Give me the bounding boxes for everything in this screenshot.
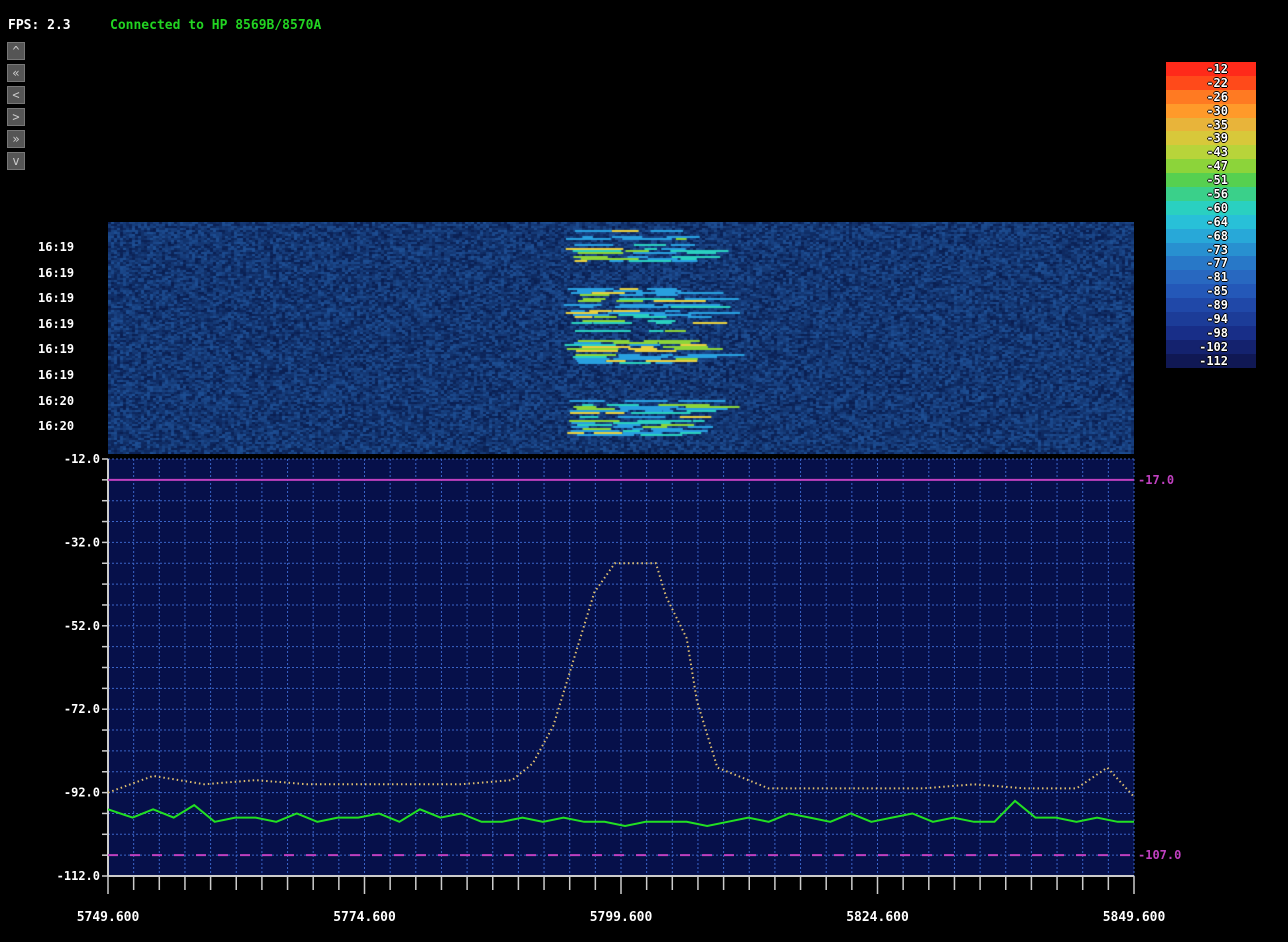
color-scale-legend: -12 -22 -26 -30 -35 -39 -43 -47 -51 -56 -60 -64 -68-…	[1166, 62, 1256, 368]
max-hold-trace	[107, 562, 1135, 798]
waterfall-time-label: 16:19	[38, 342, 75, 357]
y-tick-label: -92.0	[64, 786, 100, 800]
y-tick-label: -112.0	[57, 869, 100, 883]
scroll-down-button[interactable]: v	[7, 152, 25, 170]
waterfall-canvas[interactable]	[108, 222, 1134, 454]
legend-level: -94	[1166, 312, 1256, 326]
legend-level: -47	[1166, 159, 1256, 173]
waterfall-time-label: 16:19	[38, 265, 75, 280]
legend-level: -30	[1166, 103, 1256, 118]
step-back-button[interactable]: <	[7, 86, 25, 104]
legend-level: -60	[1166, 200, 1256, 215]
y-tick-label: -52.0	[64, 619, 100, 633]
legend-level: -85	[1166, 284, 1256, 298]
waterfall-time-label: 16:20	[38, 419, 75, 434]
step-forward-button[interactable]: >	[7, 108, 25, 126]
legend-level: -12	[1166, 62, 1256, 76]
waterfall-time-label: 16:19	[38, 368, 75, 382]
waterfall-time-label: 16:19	[38, 316, 75, 331]
fps-label: FPS: 2.3	[8, 18, 71, 33]
legend-level: -39	[1166, 131, 1256, 145]
legend-level: -64	[1166, 214, 1256, 229]
legend-level: -43	[1166, 145, 1256, 159]
y-tick-label: -72.0	[64, 702, 100, 716]
legend-level: -35	[1166, 117, 1256, 132]
waterfall-time-label: 16:20	[38, 393, 75, 408]
x-tick-label: 5824.600	[846, 910, 909, 925]
x-tick-label: 5774.600	[333, 910, 396, 925]
y-tick-label: -32.0	[64, 535, 100, 549]
legend-level: -68	[1166, 228, 1256, 243]
legend-level: -102	[1166, 339, 1256, 354]
fast-rewind-button[interactable]: «	[7, 64, 25, 82]
x-tick-label: 5799.600	[590, 910, 653, 925]
fast-forward-button[interactable]: »	[7, 130, 25, 148]
scroll-up-button[interactable]: ^	[7, 42, 25, 60]
waterfall-time-label: 16:19	[38, 240, 75, 254]
legend-level: -98	[1166, 325, 1256, 340]
legend-level: -89	[1166, 298, 1256, 312]
connection-status: Connected to HP 8569B/8570A	[110, 18, 322, 33]
live-trace	[107, 799, 1134, 828]
reference-line-label: -17.0	[1138, 473, 1174, 487]
legend-level: -22	[1166, 75, 1256, 90]
reference-line-label: -107.0	[1138, 848, 1181, 862]
waterfall-time-label: 16:19	[38, 291, 75, 306]
waterfall-display[interactable]	[108, 222, 1134, 454]
legend-level: -26	[1166, 89, 1256, 104]
x-tick-label: 5849.600	[1103, 910, 1166, 925]
legend-level: -77	[1166, 256, 1256, 270]
legend-level: -56	[1166, 187, 1256, 201]
legend-level: -73	[1166, 242, 1256, 257]
legend-level: -81	[1166, 270, 1256, 284]
y-tick-label: -12.0	[64, 452, 100, 466]
legend-level: -51	[1166, 173, 1256, 187]
x-tick-label: 5749.600	[77, 910, 140, 925]
legend-level: -112	[1166, 353, 1256, 368]
